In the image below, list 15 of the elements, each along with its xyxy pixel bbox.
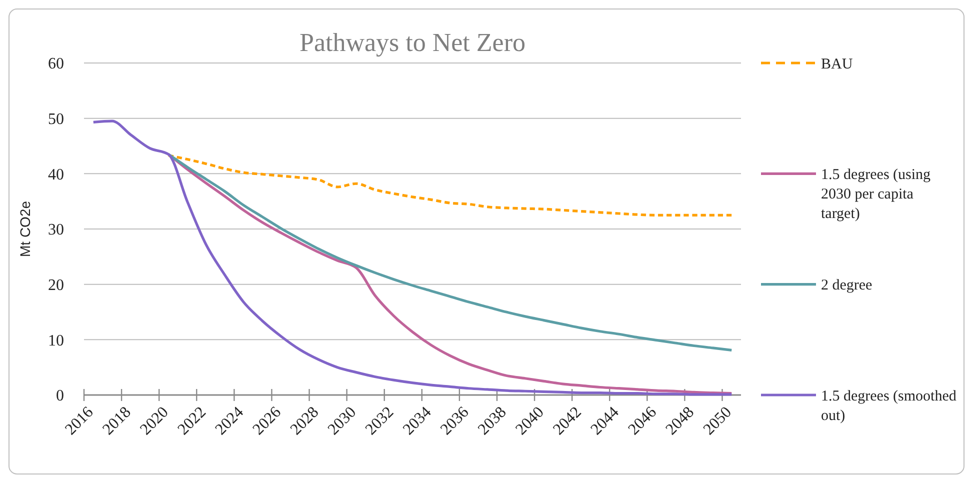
y-axis-title: Mt CO2e (17, 200, 33, 258)
y-tick-label: 20 (48, 276, 64, 294)
y-tick-label: 10 (48, 332, 64, 350)
line-series (92, 120, 733, 396)
y-tick-label: 50 (48, 110, 64, 128)
chart-title: Pathways to Net Zero (299, 28, 526, 57)
y-tick-label: 60 (48, 56, 64, 73)
y-tick-label: 30 (48, 222, 64, 239)
legend-label: 1.5 degrees (smoothed out) (821, 388, 957, 424)
legend-label: BAU (821, 56, 853, 72)
legend-label: 1.5 degrees (using 2030 per capita target) (821, 166, 932, 222)
y-tick-label: 0 (56, 388, 64, 405)
legend-label: 2 degree (821, 278, 873, 294)
line-series (167, 154, 733, 216)
y-tick-label: 40 (48, 166, 64, 184)
